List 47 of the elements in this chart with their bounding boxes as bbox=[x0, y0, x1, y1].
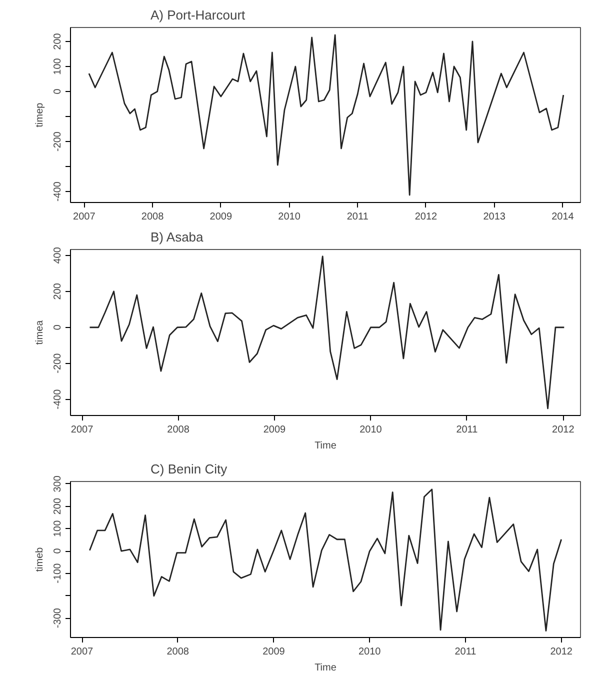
x-tick-label: 2010 bbox=[278, 212, 301, 222]
y-tick-label: 100 bbox=[52, 520, 64, 537]
x-axis-title: Time bbox=[314, 440, 337, 452]
x-tick-label: 2008 bbox=[141, 212, 164, 222]
y-axis-title: timea bbox=[34, 320, 46, 345]
line-series bbox=[88, 34, 564, 196]
chart-title: B) Asaba bbox=[150, 230, 204, 244]
y-tick-label: 400 bbox=[52, 246, 64, 264]
x-tick-label: 2008 bbox=[167, 424, 190, 436]
chart-title: C) Benin City bbox=[150, 462, 228, 476]
chart-title: A) Port-Harcourt bbox=[150, 8, 246, 22]
x-tick-label: 2014 bbox=[552, 212, 574, 222]
x-tick-label: 2009 bbox=[210, 212, 232, 222]
x-tick-label: 2012 bbox=[550, 646, 573, 658]
y-tick-label: -400 bbox=[52, 388, 64, 410]
x-tick-label: 2012 bbox=[414, 212, 438, 222]
y-axis-title: timep bbox=[34, 102, 46, 128]
x-tick-label: 2011 bbox=[456, 424, 478, 436]
y-tick-label: -300 bbox=[52, 608, 64, 628]
x-tick-label: 2010 bbox=[358, 646, 382, 658]
y-tick-label: 0 bbox=[52, 548, 64, 554]
line-series bbox=[88, 488, 562, 632]
y-tick-label: 100 bbox=[52, 58, 64, 75]
y-tick-label: 0 bbox=[52, 324, 64, 330]
y-tick-label: -200 bbox=[52, 352, 64, 374]
x-tick-label: 2008 bbox=[166, 646, 190, 658]
line-series bbox=[89, 256, 565, 410]
y-axis-title: timeb bbox=[34, 546, 46, 572]
x-tick-label: 2010 bbox=[360, 424, 382, 436]
x-tick-label: 2009 bbox=[262, 646, 286, 658]
y-tick-label: 200 bbox=[52, 32, 64, 50]
x-tick-label: 2013 bbox=[483, 212, 506, 222]
y-tick-label: -200 bbox=[52, 131, 64, 152]
x-tick-label: 2007 bbox=[73, 212, 96, 222]
y-tick-label: 300 bbox=[52, 475, 64, 492]
y-tick-label: 200 bbox=[52, 498, 64, 515]
x-axis-title: Time bbox=[314, 662, 337, 674]
x-tick-label: 2009 bbox=[263, 424, 286, 436]
x-tick-label: 2011 bbox=[454, 646, 477, 658]
y-tick-label: 200 bbox=[52, 282, 64, 300]
x-tick-label: 2007 bbox=[70, 424, 94, 436]
x-tick-label: 2007 bbox=[70, 646, 94, 658]
x-tick-label: 2011 bbox=[346, 212, 369, 222]
y-tick-label: -400 bbox=[52, 181, 64, 202]
y-tick-label: 0 bbox=[52, 88, 64, 94]
y-tick-label: -100 bbox=[52, 562, 64, 584]
x-tick-label: 2012 bbox=[552, 424, 575, 436]
